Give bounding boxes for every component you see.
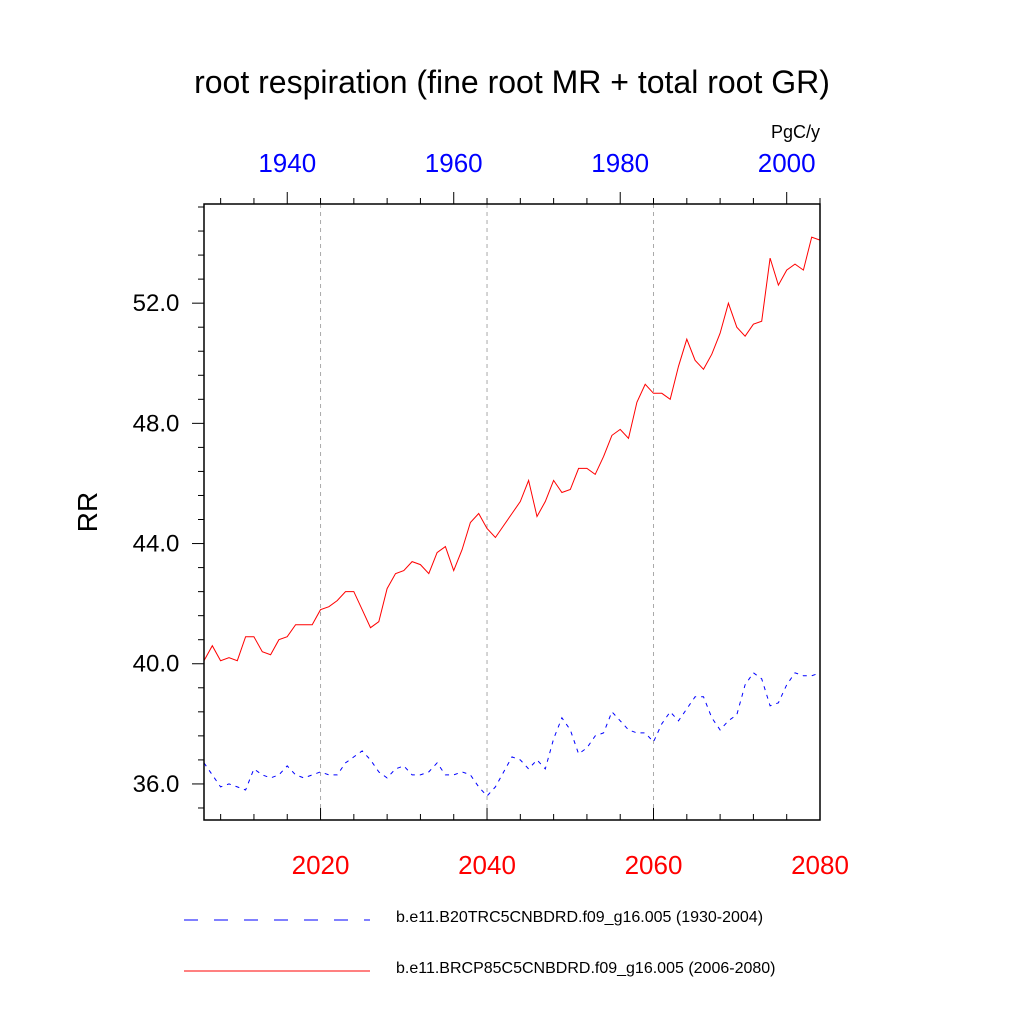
legend-swatch-solid xyxy=(184,970,370,972)
units-label: PgC/y xyxy=(770,122,820,142)
chart-title: root respiration (fine root MR + total r… xyxy=(194,64,830,100)
y-tick-label: 40.0 xyxy=(133,651,180,678)
legend-label-future: b.e11.BRCP85C5CNBDRD.f09_g16.005 (2006-2… xyxy=(396,960,776,977)
y-tick-label: 48.0 xyxy=(133,410,180,437)
top-tick-label: 1960 xyxy=(425,148,483,178)
grid-lines xyxy=(320,204,655,820)
legend-swatch-dashed xyxy=(184,919,370,921)
legend-label-historical: b.e11.B20TRC5CNBDRD.f09_g16.005 (1930-20… xyxy=(396,909,764,926)
tick-labels: 36.0 40.0 44.0 48.0 52.0 2020 2040 2060 2080 1940… xyxy=(133,148,849,880)
bottom-tick-label: 2080 xyxy=(791,850,849,880)
series-line-future xyxy=(203,236,821,662)
y-tick-label: 44.0 xyxy=(133,531,180,558)
y-tick-label: 36.0 xyxy=(133,771,180,798)
plot-frame xyxy=(203,203,821,821)
series-lines xyxy=(203,236,821,797)
bottom-tick-label: 2060 xyxy=(625,850,683,880)
bottom-tick-label: 2020 xyxy=(292,850,350,880)
top-tick-label: 2000 xyxy=(758,148,816,178)
legend-item-future: b.e11.BRCP85C5CNBDRD.f09_g16.005 (2006-2… xyxy=(180,956,880,986)
axis-ticks xyxy=(192,192,821,820)
top-tick-label: 1980 xyxy=(591,148,649,178)
series-line-historical xyxy=(203,672,821,797)
bottom-tick-label: 2040 xyxy=(458,850,516,880)
top-tick-label: 1940 xyxy=(258,148,316,178)
y-tick-label: 52.0 xyxy=(133,290,180,317)
legend-item-historical: b.e11.B20TRC5CNBDRD.f09_g16.005 (1930-20… xyxy=(180,905,880,935)
